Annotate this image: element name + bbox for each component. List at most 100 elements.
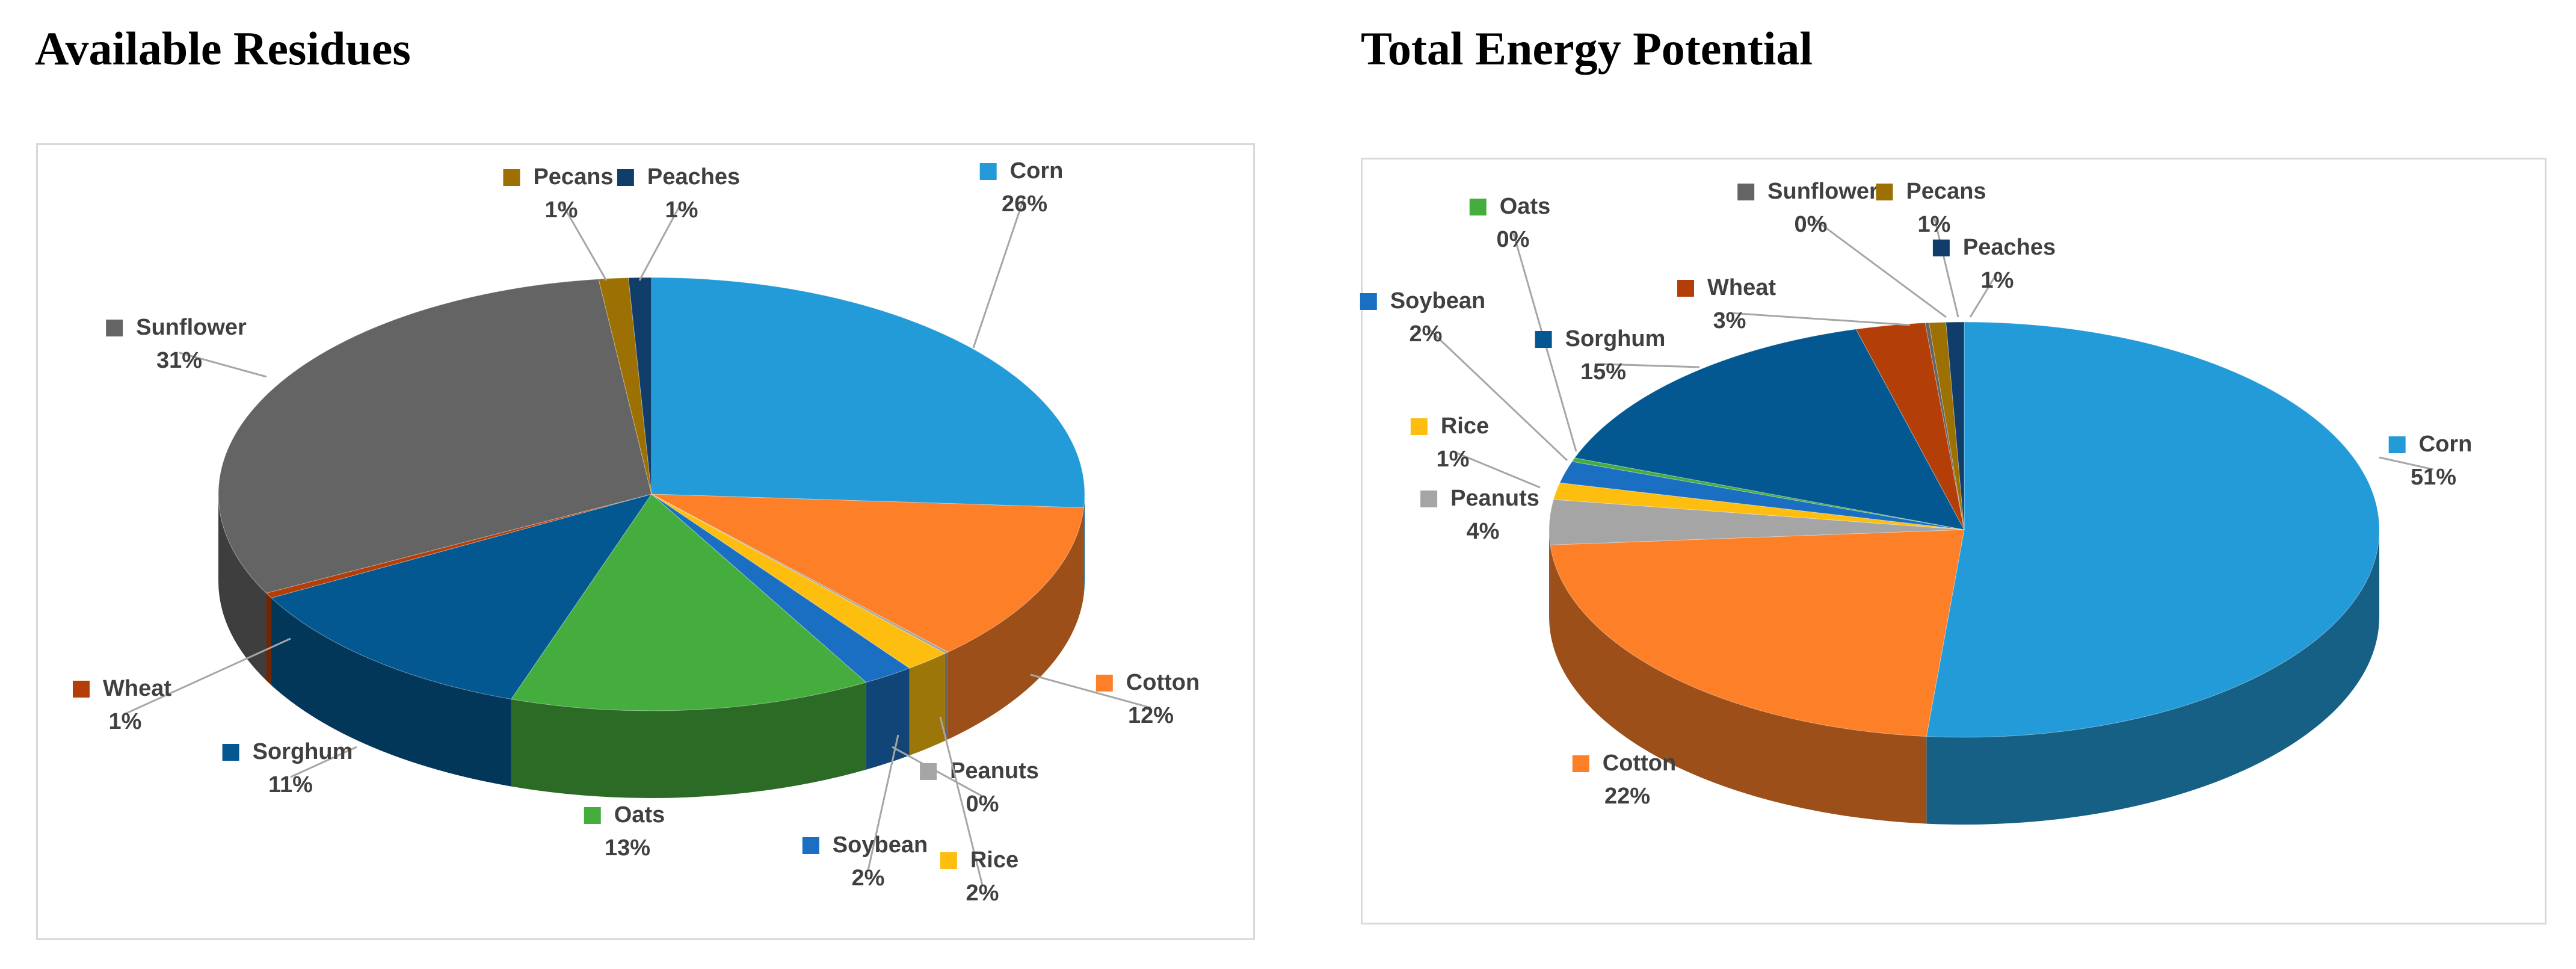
energy-soybean-label: Soybean: [1390, 288, 1485, 314]
total-energy-potential-pie-chart: Corn 51% Cotton 22% Peanuts 4% Rice 1% Soybean 2%…: [1360, 179, 2473, 825]
energy-rice-label: Rice: [1441, 413, 1489, 439]
residues-soybean-legend-marker: [802, 837, 819, 854]
residues-cotton-percent-label: 12%: [1128, 703, 1174, 728]
energy-corn-label: Corn: [2419, 432, 2473, 457]
residues-soybean-slice: [651, 494, 910, 683]
residues-pecans-slice: [598, 277, 652, 495]
energy-soybean-legend-marker: [1360, 293, 1377, 310]
residues-peaches-percent-label: 1%: [665, 197, 698, 223]
residues-cotton-leader-line: [1030, 673, 1151, 709]
energy-cotton-side-wall: [1550, 545, 1927, 824]
residues-sorghum-percent-label: 11%: [268, 772, 313, 797]
residues-pecans-percent-label: 1%: [545, 197, 578, 223]
energy-peaches-leader-line: [1969, 272, 1998, 318]
energy-cotton-label: Cotton: [1603, 751, 1676, 776]
energy-sunflower-label: Sunflower: [1767, 179, 1878, 204]
residues-sunflower-label: Sunflower: [136, 315, 247, 340]
residues-rice-legend-marker: [940, 852, 957, 869]
energy-sorghum-legend-marker: [1535, 331, 1552, 348]
energy-sorghum-label: Sorghum: [1565, 326, 1666, 351]
residues-wheat-slice: [265, 494, 652, 598]
residues-corn-side-wall: [1083, 494, 1085, 595]
energy-pecans-percent-label: 1%: [1918, 212, 1951, 237]
energy-oats-label: Oats: [1500, 194, 1550, 219]
energy-oats-legend-marker: [1469, 199, 1487, 215]
residues-pecans-label: Pecans: [533, 164, 613, 190]
residues-rice-side-wall: [909, 653, 945, 756]
residues-pecans-legend-marker: [503, 169, 520, 186]
energy-peaches-legend-marker: [1932, 240, 1950, 256]
residues-oats-percent-label: 13%: [605, 835, 650, 861]
energy-corn-percent-label: 51%: [2411, 465, 2456, 490]
residues-soybean-leader-line: [867, 734, 899, 871]
residues-sorghum-leader-line: [290, 746, 357, 778]
energy-soybean-slice: [1559, 461, 1965, 530]
energy-peanuts-slice: [1548, 499, 1965, 545]
residues-oats-legend-marker: [584, 807, 601, 824]
residues-pecans-leader-line: [560, 202, 608, 281]
energy-rice-legend-marker: [1410, 418, 1428, 435]
energy-wheat-legend-marker: [1677, 280, 1694, 297]
energy-corn-legend-marker: [2388, 436, 2406, 453]
residues-wheat-label: Wheat: [103, 676, 171, 701]
energy-sunflower-legend-marker: [1737, 184, 1755, 200]
energy-sorghum-slice: [1574, 329, 1965, 530]
residues-peanuts-leader-line: [892, 746, 983, 797]
residues-peanuts-legend-marker: [920, 763, 937, 780]
residues-sorghum-side-wall: [271, 598, 511, 787]
available-residues-chart-area: Corn 26% Cotton 12% Peanuts 0% Rice 2% Soybean 2%…: [36, 143, 1255, 940]
energy-wheat-slice: [1855, 323, 1965, 530]
energy-pecans-label: Pecans: [1906, 179, 1986, 204]
residues-sunflower-leader-line: [179, 351, 267, 378]
residues-peaches-label: Peaches: [647, 164, 740, 190]
residues-rice-percent-label: 2%: [966, 881, 999, 906]
residues-cotton-slice: [651, 494, 1085, 652]
residues-cotton-label: Cotton: [1126, 670, 1200, 695]
energy-soybean-percent-label: 2%: [1410, 321, 1443, 347]
residues-sunflower-slice: [218, 279, 652, 593]
residues-soybean-percent-label: 2%: [852, 865, 885, 891]
energy-soybean-leader-line: [1425, 325, 1568, 462]
residues-peanuts-slice: [651, 494, 949, 654]
energy-cotton-legend-marker: [1572, 755, 1589, 772]
residues-rice-slice: [651, 494, 946, 669]
energy-sunflower-slice: [1924, 322, 1965, 530]
residues-cotton-side-wall: [948, 507, 1084, 740]
energy-wheat-percent-label: 3%: [1713, 308, 1746, 333]
residues-peaches-slice: [628, 277, 652, 495]
energy-cotton-slice: [1550, 529, 1965, 737]
energy-peaches-percent-label: 1%: [1981, 268, 2014, 293]
residues-oats-label: Oats: [614, 802, 665, 828]
energy-peaches-label: Peaches: [1963, 235, 2056, 260]
residues-wheat-percent-label: 1%: [109, 709, 142, 734]
energy-oats-percent-label: 0%: [1497, 227, 1530, 252]
residues-corn-slice: [651, 277, 1085, 509]
residues-peanuts-percent-label: 0%: [966, 791, 999, 817]
energy-rice-leader-line: [1452, 450, 1541, 489]
energy-peanuts-percent-label: 4%: [1467, 519, 1500, 544]
energy-pecans-legend-marker: [1876, 184, 1893, 200]
energy-rice-slice: [1553, 482, 1965, 530]
energy-peanuts-label: Peanuts: [1450, 486, 1539, 511]
left-chart-title: Available Residues: [35, 22, 411, 75]
energy-sunflower-percent-label: 0%: [1795, 212, 1828, 237]
residues-sorghum-label: Sorghum: [253, 739, 353, 764]
residues-oats-side-wall: [511, 682, 866, 799]
energy-peanuts-legend-marker: [1420, 491, 1438, 507]
residues-corn-percent-label: 26%: [1002, 191, 1047, 217]
residues-peanuts-label: Peanuts: [950, 758, 1039, 784]
residues-rice-label: Rice: [970, 847, 1018, 873]
energy-wheat-leader-line: [1729, 312, 1911, 326]
residues-wheat-legend-marker: [73, 681, 90, 698]
residues-peaches-legend-marker: [617, 169, 634, 186]
residues-sunflower-legend-marker: [106, 320, 123, 336]
residues-corn-label: Corn: [1010, 158, 1064, 184]
energy-sorghum-percent-label: 15%: [1580, 359, 1626, 385]
energy-pecans-slice: [1929, 321, 1965, 530]
residues-soybean-label: Soybean: [833, 832, 928, 858]
energy-corn-slice: [1926, 321, 2380, 738]
residues-soybean-side-wall: [866, 668, 910, 770]
energy-sorghum-leader-line: [1603, 363, 1700, 368]
residues-oats-slice: [510, 494, 867, 711]
energy-wheat-label: Wheat: [1707, 275, 1776, 300]
